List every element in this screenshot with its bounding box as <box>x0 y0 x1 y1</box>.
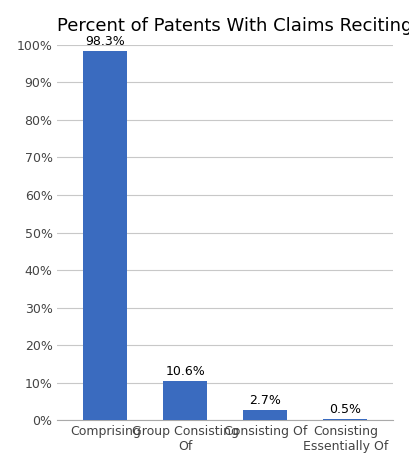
Text: 2.7%: 2.7% <box>249 394 281 407</box>
Text: Percent of Patents With Claims Reciting:: Percent of Patents With Claims Reciting: <box>57 16 409 35</box>
Text: 0.5%: 0.5% <box>328 403 360 415</box>
Bar <box>83 51 127 421</box>
Bar <box>323 419 366 421</box>
Text: 10.6%: 10.6% <box>165 365 205 377</box>
Bar <box>163 381 207 421</box>
Text: 98.3%: 98.3% <box>85 35 125 48</box>
Bar <box>243 410 287 421</box>
